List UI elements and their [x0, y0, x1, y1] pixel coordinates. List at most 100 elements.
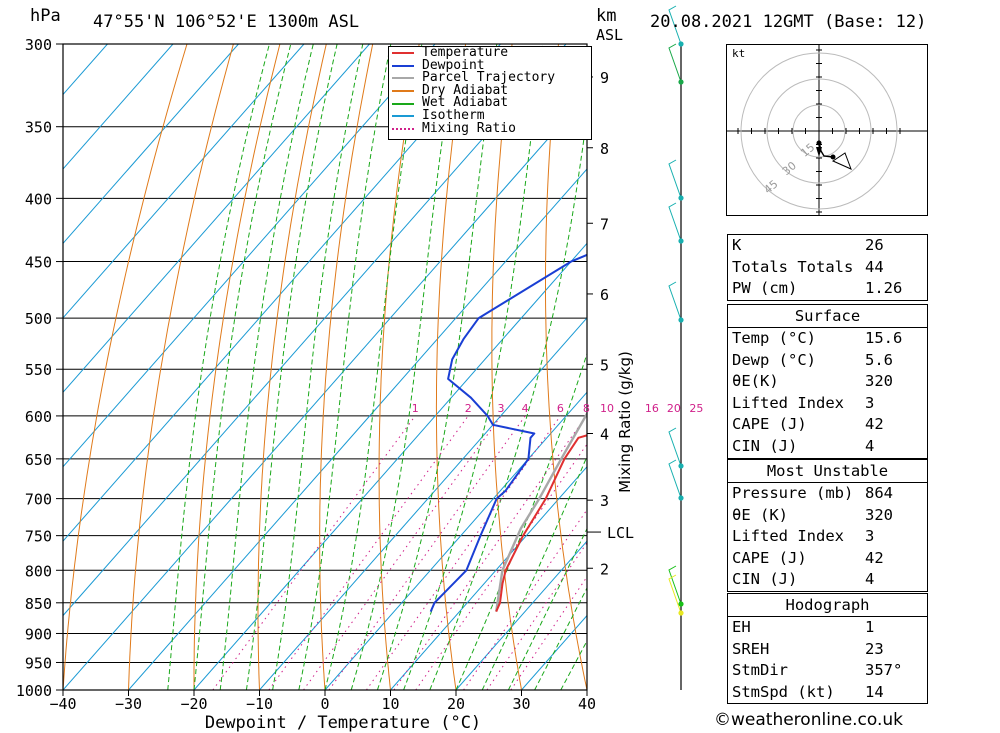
- indices-table: K 26 Totals Totals 44 PW (cm) 1.26: [727, 234, 928, 301]
- km-tick-label: 9: [600, 69, 609, 87]
- row-label: StmSpd (kt): [732, 682, 835, 701]
- dry-adiabat: [257, 44, 327, 690]
- series-dewpoint: [429, 253, 587, 612]
- table-row: CAPE (J) 42: [728, 414, 927, 436]
- x-tick-label: 10: [381, 695, 399, 713]
- table-row: Totals Totals 44: [728, 257, 927, 279]
- mixing-ratio-label: 25: [689, 402, 703, 415]
- row-label: SREH: [732, 639, 770, 658]
- isotherm--80: [63, 44, 370, 394]
- row-value: 357°: [865, 661, 903, 680]
- km-tick-label: 8: [600, 140, 609, 158]
- hodograph-ring-label: 45: [761, 177, 780, 196]
- wet-adiabat: [350, 44, 458, 690]
- km-tick-label: 4: [600, 426, 609, 444]
- wind-barb: [668, 574, 682, 614]
- table-row: Dewp (°C) 5.6: [728, 350, 927, 372]
- isotherm-20: [455, 540, 587, 690]
- x-tick-label: 20: [447, 695, 465, 713]
- wind-barb: [668, 43, 682, 83]
- mixing-ratio-8: [393, 415, 587, 690]
- pressure-label-300: 300: [25, 36, 52, 54]
- hodograph-trace: [818, 140, 834, 158]
- isotherm--110: [63, 44, 174, 170]
- wet-adiabat: [455, 352, 587, 690]
- section-title: Surface: [794, 307, 861, 325]
- row-value: 4: [865, 570, 875, 589]
- wet-adiabat: [534, 587, 587, 690]
- row-value: 23: [865, 639, 884, 658]
- legend-swatch: [392, 102, 414, 105]
- table-row: EH 1: [728, 617, 927, 639]
- wind-barb: [668, 565, 682, 605]
- legend-item: Parcel Trajectory: [389, 71, 591, 85]
- table-row: CAPE (J) 42: [728, 548, 927, 570]
- legend-label: Dry Adiabat: [422, 82, 509, 98]
- km-tick-label: 3: [600, 492, 609, 510]
- pressure-label-550: 550: [25, 361, 52, 379]
- isotherm--90: [63, 44, 305, 319]
- row-label: Totals Totals: [732, 257, 854, 276]
- pressure-label-700: 700: [25, 491, 52, 509]
- isotherm--120: [63, 44, 108, 96]
- mixing-ratio-label: 8: [583, 402, 590, 415]
- x-tick-label: 0: [320, 695, 329, 713]
- legend-item: Dewpoint: [389, 57, 591, 73]
- wet-adiabat: [219, 44, 314, 690]
- wet-adiabat: [298, 44, 392, 690]
- legend-label: Temperature: [422, 45, 509, 60]
- row-label: EH: [732, 618, 751, 636]
- x-tick-label: −30: [115, 695, 142, 713]
- row-value: 3: [865, 527, 875, 546]
- mixing-ratio-20: [486, 541, 587, 690]
- legend-item: Isotherm: [389, 109, 591, 123]
- mixing-ratio-label: 10: [600, 402, 614, 415]
- row-value: 320: [865, 372, 893, 391]
- mixing-ratio-label: 2: [465, 402, 472, 415]
- isotherm--10: [259, 317, 587, 690]
- legend-item: Dry Adiabat: [389, 82, 591, 98]
- table-row: PW (cm) 1.26: [728, 278, 927, 300]
- mixing-ratio-label: 1: [412, 402, 419, 415]
- x-tick-label: 40: [578, 695, 596, 713]
- wind-barb: [668, 159, 682, 199]
- table-row: CIN (J) 4: [728, 436, 927, 458]
- pressure-label-450: 450: [25, 254, 52, 272]
- dry-adiabat: [319, 44, 374, 690]
- table-row: Pressure (mb) 864: [728, 483, 927, 505]
- row-value: 3: [865, 393, 875, 412]
- legend-item: Temperature: [389, 45, 591, 60]
- table-row: CIN (J) 4: [728, 569, 927, 591]
- row-label: θE(K): [732, 372, 779, 391]
- mixing-ratio-label: 3: [498, 402, 505, 415]
- wet-adiabat: [481, 455, 587, 690]
- hodograph-ring-45: [740, 52, 898, 210]
- pressure-label-400: 400: [25, 190, 52, 208]
- lcl-label: LCL: [607, 524, 634, 542]
- hodograph-panel: kt 15 30 45: [726, 44, 928, 216]
- storm-motion-marker: [816, 147, 822, 157]
- wet-adiabat: [272, 44, 364, 690]
- dry-adiabat: [545, 44, 587, 690]
- row-value: 1: [865, 618, 875, 636]
- section-title: Hodograph: [785, 596, 870, 614]
- mixing-ratio-label: 4: [522, 402, 529, 415]
- wind-barb: [668, 459, 682, 499]
- section-title: Most Unstable: [766, 462, 889, 480]
- table-row: StmDir 357°: [728, 660, 927, 682]
- row-label: Lifted Index: [732, 527, 844, 546]
- isotherm--40: [63, 93, 587, 690]
- table-row: θE (K) 320: [728, 505, 927, 527]
- dry-adiabat: [128, 44, 234, 690]
- mixing-ratio-2: [268, 415, 469, 690]
- row-label: CAPE (J): [732, 548, 807, 567]
- wet-adiabat: [245, 44, 338, 690]
- row-value: 14: [865, 682, 884, 701]
- legend-label: Dewpoint: [422, 57, 485, 73]
- isotherm--60: [63, 44, 501, 542]
- surface-table: Surface Temp (°C) 15.6 Dewp (°C) 5.6 θE(K) 320…: [727, 304, 928, 459]
- row-value: 42: [865, 415, 884, 434]
- wind-barb: [668, 427, 682, 467]
